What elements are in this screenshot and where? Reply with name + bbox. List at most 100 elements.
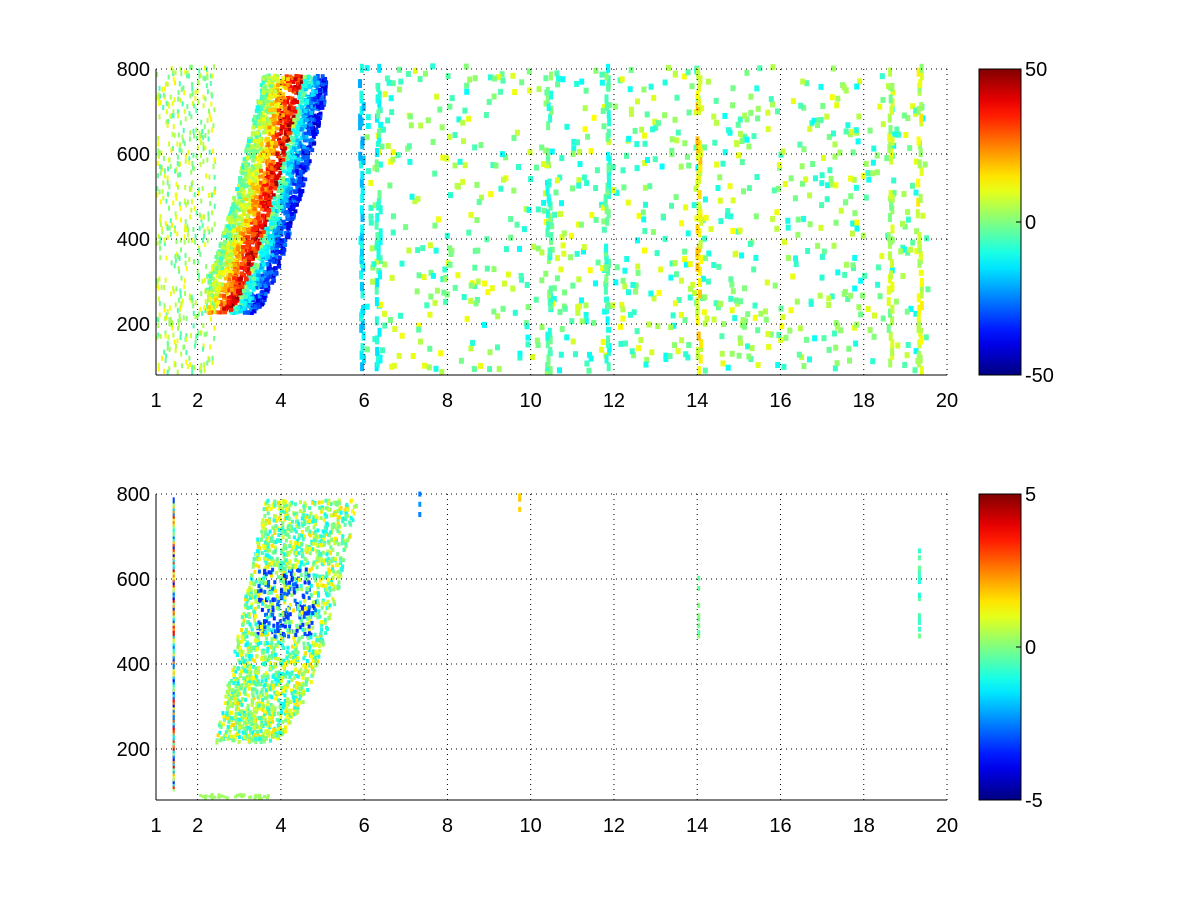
- heatmap-cell: [279, 122, 284, 127]
- heatmap-cell: [669, 260, 675, 267]
- heatmap-cell: [253, 304, 258, 309]
- heatmap-cell: [232, 665, 236, 670]
- heatmap-cell: [198, 135, 201, 141]
- heatmap-cell: [282, 206, 286, 211]
- heatmap-cell: [699, 105, 705, 112]
- heatmap-cell: [295, 124, 300, 129]
- heatmap-cell: [313, 106, 318, 111]
- heatmap-cell: [260, 253, 265, 258]
- heatmap-cell: [905, 249, 911, 256]
- heatmap-cell: [406, 143, 412, 150]
- heatmap-cell: [286, 213, 290, 218]
- heatmap-cell: [425, 117, 431, 124]
- heatmap-cell: [258, 265, 263, 270]
- heatmap-cell: [302, 77, 307, 82]
- heatmap-cell: [178, 255, 181, 261]
- heatmap-cell: [629, 348, 635, 355]
- heatmap-cell: [168, 346, 171, 352]
- heatmap-cell: [247, 271, 252, 276]
- heatmap-cell: [254, 171, 259, 176]
- heatmap-cell: [887, 132, 892, 142]
- heatmap-cell: [546, 121, 551, 131]
- heatmap-cell: [600, 265, 606, 272]
- heatmap-cell: [166, 175, 169, 181]
- heatmap-cell: [189, 362, 192, 367]
- heatmap-cell: [728, 276, 734, 283]
- heatmap-cell: [272, 118, 277, 123]
- heatmap-cell: [157, 148, 160, 154]
- heatmap-cell: [202, 141, 205, 147]
- heatmap-cell: [551, 285, 557, 292]
- heatmap-cell: [256, 269, 261, 274]
- heatmap-cell: [207, 311, 212, 316]
- heatmap-cell: [508, 216, 514, 222]
- heatmap-cell: [547, 327, 552, 337]
- heatmap-cell: [292, 117, 297, 122]
- heatmap-cell: [470, 339, 476, 346]
- heatmap-cell: [643, 201, 648, 208]
- heatmap-cell: [251, 175, 255, 180]
- heatmap-cell: [372, 336, 378, 343]
- heatmap-cell: [194, 314, 197, 319]
- heatmap-cell: [285, 83, 290, 88]
- heatmap-cell: [275, 221, 280, 226]
- heatmap-cell: [910, 103, 916, 110]
- heatmap-cell: [316, 104, 321, 109]
- heatmap-cell: [174, 70, 177, 76]
- heatmap-cell: [281, 76, 286, 81]
- heatmap-cell: [291, 114, 296, 119]
- heatmap-cell: [186, 232, 189, 238]
- heatmap-cell: [730, 85, 736, 92]
- heatmap-cell: [312, 113, 317, 118]
- heatmap-cell: [745, 343, 750, 350]
- heatmap-cell: [188, 160, 191, 166]
- heatmap-cell: [375, 358, 380, 368]
- heatmap-cell: [888, 94, 893, 104]
- heatmap-cell: [293, 662, 297, 667]
- heatmap-cell: [871, 145, 877, 152]
- heatmap-cell: [286, 161, 291, 166]
- heatmap-cell: [582, 126, 588, 133]
- heatmap-cell: [164, 330, 167, 336]
- heatmap-cell: [296, 650, 300, 655]
- heatmap-cell: [253, 249, 258, 254]
- heatmap-cell: [176, 338, 179, 344]
- heatmap-cell: [639, 126, 645, 133]
- heatmap-cell: [216, 289, 221, 294]
- heatmap-cell: [803, 176, 809, 183]
- heatmap-cell: [398, 312, 403, 319]
- heatmap-cell: [233, 227, 238, 232]
- heatmap-cell: [659, 163, 665, 170]
- heatmap-cell: [826, 346, 832, 353]
- heatmap-cell: [821, 155, 826, 161]
- heatmap-cell: [286, 115, 291, 120]
- heatmap-cell: [398, 78, 404, 85]
- heatmap-cell: [801, 215, 807, 222]
- heatmap-cell: [163, 168, 166, 174]
- heatmap-cell: [744, 69, 750, 76]
- heatmap-cell: [221, 722, 225, 727]
- heatmap-cell: [545, 339, 550, 349]
- heatmap-cell: [889, 258, 894, 268]
- heatmap-cell: [177, 297, 180, 303]
- heatmap-cell: [222, 300, 227, 305]
- heatmap-cell: [628, 106, 634, 113]
- heatmap-cell: [268, 88, 273, 92]
- heatmap-cell: [189, 93, 192, 99]
- heatmap-cell: [377, 128, 382, 138]
- heatmap-cell: [210, 127, 213, 133]
- heatmap-cell: [682, 248, 688, 255]
- heatmap-cell: [195, 108, 198, 114]
- heatmap-cell: [208, 292, 213, 297]
- heatmap-cell: [297, 140, 302, 145]
- heatmap-cell: [650, 126, 656, 133]
- heatmap-cell: [413, 67, 418, 74]
- heatmap-cell: [173, 227, 176, 233]
- heatmap-cell: [382, 91, 388, 98]
- heatmap-cell: [855, 138, 861, 145]
- heatmap-cell: [755, 115, 761, 122]
- heatmap-cell: [242, 258, 247, 263]
- heatmap-cell: [164, 221, 167, 226]
- heatmap-cell: [292, 165, 297, 170]
- heatmap-cell: [620, 277, 626, 284]
